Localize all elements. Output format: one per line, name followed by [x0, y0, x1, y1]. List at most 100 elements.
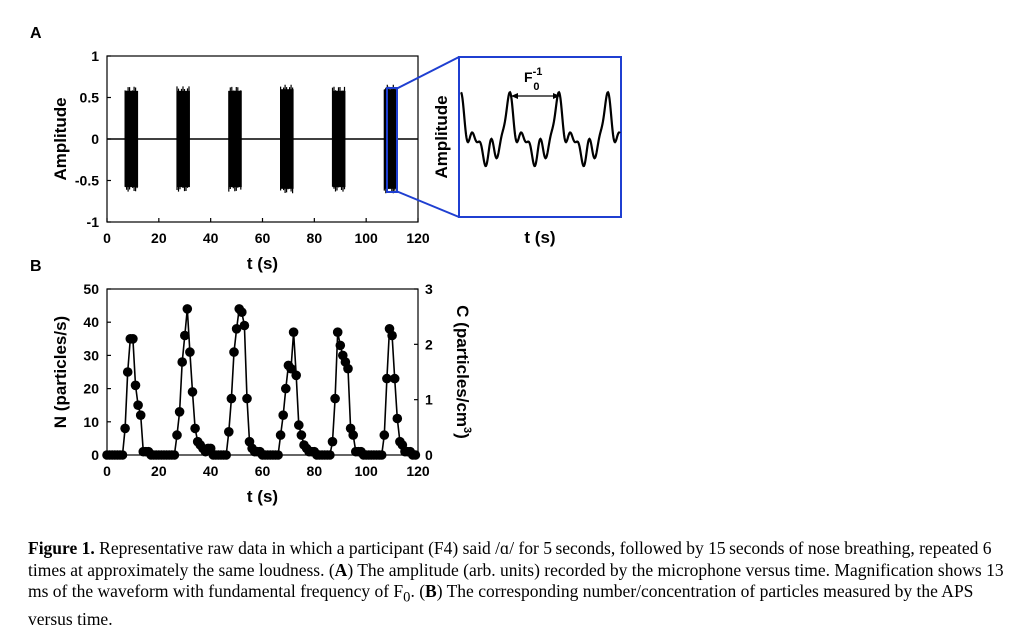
panel-b-right-ytick-label: 3: [425, 281, 433, 297]
panel-b-data-point: [239, 320, 250, 331]
panel-b-xtick-label: 20: [151, 463, 167, 479]
panel-b-ytick-label: 0: [91, 447, 99, 463]
caption-text-2: ) The amplitude (arb. units) recorded by…: [28, 559, 1008, 602]
caption-f0-sub: 0: [403, 589, 411, 606]
panel-b-data-point: [229, 347, 239, 357]
panel-b-data-point: [237, 307, 247, 318]
inset-chart: F-1 0 t (s) Amplitude: [432, 56, 622, 247]
panel-b-data-point: [180, 330, 190, 341]
panel-b-data-point: [294, 420, 304, 430]
panel-b-data-point: [226, 393, 237, 404]
caption-label: Figure 1.: [28, 538, 95, 558]
panel-b-xtick-label: 40: [203, 463, 219, 479]
panel-b-data-point: [128, 334, 138, 344]
panel-b-data-point: [135, 410, 146, 421]
inset-xlabel: t (s): [524, 228, 555, 247]
caption-text-1: Representative raw data in which a parti…: [28, 538, 992, 580]
zoom-callout: [386, 56, 460, 218]
panel-b-data-point: [224, 427, 234, 437]
panel-b-data-point: [169, 450, 180, 460]
panel-b-xtick-label: 100: [354, 463, 378, 479]
panel-b-label: B: [30, 258, 42, 275]
panel-b-data-point: [177, 357, 187, 367]
zoom-line-top: [395, 56, 460, 90]
panel-a-ytick-label: -0.5: [75, 173, 99, 189]
panel-a-voice-burst: [228, 86, 242, 192]
panel-a-xtick-label: 40: [203, 230, 219, 246]
f0-arrow-head-left: [511, 93, 518, 99]
panel-b-right-ytick-label: 2: [425, 336, 433, 352]
inset-waveform: [460, 90, 621, 168]
f0-annotation: F-1 0: [524, 66, 542, 93]
panel-b-data-point: [273, 450, 283, 460]
panel-a-ytick-label: 0.5: [80, 90, 100, 106]
panel-a-xtick-label: 60: [255, 230, 271, 246]
panel-b-data-point: [325, 450, 335, 460]
panel-b-ylabel: N (particles/s): [51, 316, 70, 428]
f0-arrow-head-right: [553, 93, 560, 99]
panel-b-data-point: [343, 363, 353, 374]
panel-b-data-point: [335, 340, 346, 351]
panel-b-xtick-label: 80: [307, 463, 323, 479]
panel-b-xtick-label: 0: [103, 463, 111, 479]
caption-text-3: . (: [410, 581, 426, 601]
panel-b-data-point: [190, 423, 200, 434]
panel-b-data-point: [288, 327, 299, 338]
panel-b-right-ytick-label: 1: [425, 392, 433, 408]
panel-b-right-ytick-label: 0: [425, 447, 433, 463]
panel-b-data-point: [379, 430, 390, 440]
panel-a-xlabel: t (s): [247, 254, 278, 273]
caption-ref-a: A: [334, 559, 348, 580]
panel-b-chart: 0 20 40 60 80 100 120 0 10 20 30 40 50 0 1 2 3 t (s) N…: [51, 281, 473, 506]
panel-a-ylabel: Amplitude: [51, 97, 70, 180]
panel-b-data-point: [185, 347, 195, 357]
panel-b-data-point: [376, 450, 387, 460]
panel-b-data-point: [242, 393, 252, 404]
inset-frame: [458, 56, 622, 218]
panel-b-data-point: [130, 380, 141, 391]
panel-a-voice-burst: [331, 86, 346, 192]
panel-b-data-point: [332, 327, 343, 338]
panel-a-ytick-label: 1: [91, 48, 99, 64]
panel-a-xtick-label: 100: [354, 230, 378, 246]
caption-ref-b: B: [425, 581, 437, 601]
panel-b-data-point: [172, 430, 182, 440]
panel-b-ytick-label: 10: [83, 414, 99, 430]
panel-a-label: A: [30, 25, 42, 42]
panel-b-data-point: [120, 423, 130, 434]
panel-b-ytick-label: 50: [83, 281, 99, 297]
panel-b-data-point: [387, 330, 397, 341]
panel-b-data-point: [291, 370, 302, 381]
inset-ylabel: Amplitude: [432, 95, 451, 178]
panel-b-data-point: [281, 383, 291, 394]
panel-b-data-point: [327, 436, 338, 447]
panel-b-data-point: [221, 450, 231, 460]
panel-b-ytick-label: 20: [83, 381, 99, 397]
panel-a-xtick-label: 120: [406, 230, 430, 246]
panel-b-data-point: [133, 400, 143, 411]
panel-a-voice-burst: [176, 86, 190, 192]
panel-b-data-point: [117, 450, 128, 460]
panel-a-voice-burst: [124, 86, 139, 192]
panel-a-ytick-label: 0: [91, 131, 99, 147]
panel-b-data-point: [187, 387, 198, 397]
panel-b-ytick-label: 40: [83, 314, 99, 330]
panel-b-data-point: [275, 430, 286, 440]
panel-b-ylabel-right: C (particles/cm3): [453, 305, 473, 439]
panel-a-xtick-label: 0: [103, 230, 111, 246]
panel-b-frame: [106, 288, 419, 456]
panel-b-data-point: [286, 363, 296, 374]
panel-a-voice-burst: [280, 84, 294, 194]
figure-caption: Figure 1. Representative raw data in whi…: [28, 538, 1008, 631]
panel-b-data-point: [330, 393, 340, 404]
panel-b-xtick-label: 60: [255, 463, 271, 479]
panel-b-series-line: [107, 306, 416, 456]
panel-b-data-point: [174, 407, 185, 417]
panel-b-xlabel: t (s): [247, 487, 278, 506]
panel-a-xtick-label: 20: [151, 230, 167, 246]
zoom-source-box: [386, 87, 398, 193]
panel-b-data-point: [382, 373, 392, 384]
panel-a-xtick-label: 80: [307, 230, 323, 246]
panel-b-data-point: [348, 430, 359, 440]
caption-text-4: ) The corresponding number/concentration…: [28, 581, 974, 629]
